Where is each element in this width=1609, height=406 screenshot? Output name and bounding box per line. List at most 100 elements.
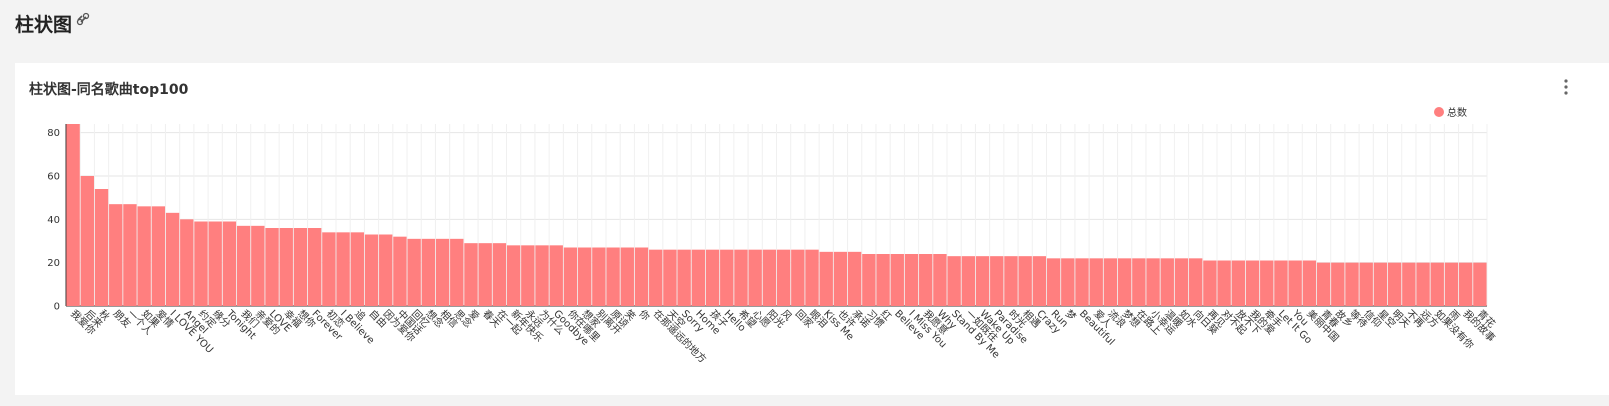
bar — [847, 251, 862, 306]
bar — [151, 206, 166, 306]
bar — [990, 256, 1004, 306]
bar — [1316, 262, 1331, 306]
bar — [563, 247, 578, 306]
bar — [919, 254, 933, 306]
bar — [1231, 260, 1246, 306]
bar — [364, 234, 379, 306]
bar — [492, 243, 507, 306]
chart-card: 柱状图-同名歌曲top100 0 20 40 60 80 我爱你 后来秋朋友 一个人 如果 爱情 I… — [15, 63, 1609, 395]
bar — [1402, 262, 1416, 306]
bar — [1416, 262, 1430, 306]
bar — [1189, 258, 1203, 306]
bar — [577, 247, 592, 306]
bar — [265, 228, 279, 306]
x-tick-label: 你 — [636, 307, 652, 323]
bar — [506, 245, 521, 306]
bar — [1004, 256, 1018, 306]
bar — [805, 249, 819, 306]
bar — [194, 221, 208, 306]
bar — [691, 249, 706, 306]
bar — [663, 249, 677, 306]
bar — [1132, 258, 1146, 306]
bar — [336, 232, 350, 306]
bar — [1359, 262, 1373, 306]
bar — [1174, 258, 1189, 306]
bar — [606, 247, 620, 306]
bar — [961, 256, 976, 306]
bar — [1217, 260, 1231, 306]
bar — [379, 234, 393, 306]
bar — [833, 251, 848, 306]
bar — [634, 247, 649, 306]
bar — [620, 247, 634, 306]
bar — [521, 245, 535, 306]
bar — [307, 228, 322, 306]
bar — [649, 249, 663, 306]
bar — [1288, 260, 1302, 306]
bar — [222, 221, 237, 306]
bar — [66, 124, 80, 306]
legend-marker — [1434, 107, 1444, 117]
menu-button[interactable] — [1563, 79, 1569, 95]
bar — [109, 204, 123, 306]
bar — [677, 249, 691, 306]
bar — [279, 228, 293, 306]
bar — [393, 236, 407, 306]
bar — [350, 232, 364, 306]
bar — [1203, 260, 1217, 306]
legend-label: 总数 — [1447, 106, 1467, 119]
bar — [1103, 258, 1118, 306]
bar — [1302, 260, 1317, 306]
bar — [1061, 258, 1075, 306]
bar — [748, 249, 762, 306]
bar — [123, 204, 137, 306]
bar — [236, 225, 251, 306]
bar — [407, 238, 421, 306]
bar — [94, 189, 109, 306]
bar — [720, 249, 734, 306]
bar — [1260, 260, 1274, 306]
bar — [933, 254, 947, 306]
bar — [791, 249, 805, 306]
bar — [1160, 258, 1174, 306]
bar — [165, 212, 180, 306]
bar — [1018, 256, 1032, 306]
bar — [1345, 262, 1359, 306]
bar — [904, 254, 919, 306]
bar — [734, 249, 748, 306]
y-tick-label: 20 — [47, 258, 60, 269]
bar — [1117, 258, 1132, 306]
bar — [435, 238, 450, 306]
bar — [208, 221, 222, 306]
y-tick-label: 80 — [47, 128, 60, 139]
y-tick-label: 60 — [47, 172, 60, 183]
y-tick-label: 40 — [47, 215, 60, 226]
bar — [293, 228, 308, 306]
bar — [1331, 262, 1345, 306]
bar — [1046, 258, 1061, 306]
bar — [478, 243, 492, 306]
bar — [251, 225, 265, 306]
link-icon[interactable] — [76, 12, 90, 26]
bar — [1387, 262, 1402, 306]
bar — [1459, 262, 1473, 306]
page-title: 柱状图 — [15, 14, 73, 36]
bar — [862, 254, 876, 306]
bar — [180, 219, 194, 306]
bar — [450, 238, 464, 306]
bar — [762, 249, 777, 306]
bar — [819, 251, 833, 306]
bar — [1473, 262, 1487, 306]
bar — [947, 256, 961, 306]
bar — [592, 247, 606, 306]
bar — [421, 238, 436, 306]
bar — [464, 243, 478, 306]
bar — [137, 206, 151, 306]
bar — [876, 254, 890, 306]
bar — [1075, 258, 1089, 306]
bar — [1032, 256, 1047, 306]
bar — [1274, 260, 1288, 306]
bar — [776, 249, 791, 306]
